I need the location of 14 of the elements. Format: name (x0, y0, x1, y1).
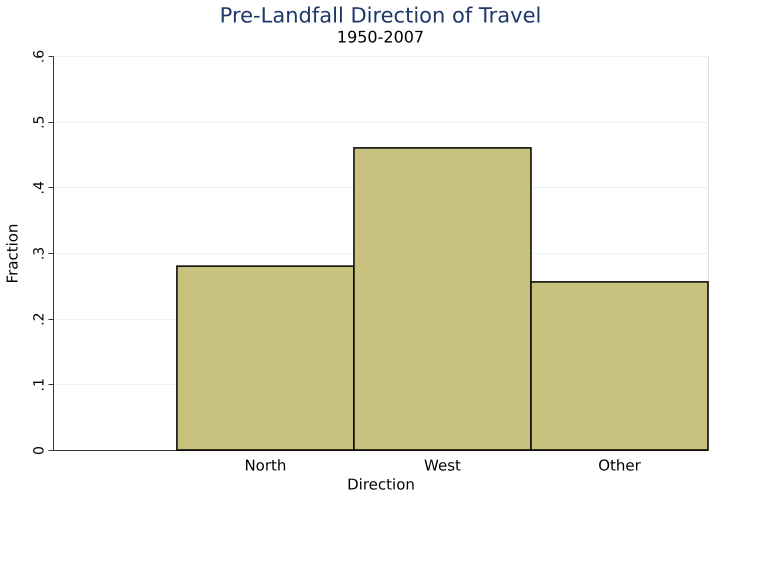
x-tick-label: West (424, 456, 462, 474)
chart-subtitle: 1950-2007 (336, 27, 424, 46)
y-tick-label: .6 (32, 50, 48, 64)
y-tick-label: .4 (32, 181, 48, 195)
y-tick-label: .1 (32, 378, 48, 392)
chart-title: Pre-Landfall Direction of Travel (220, 3, 542, 28)
y-tick-label: .2 (32, 312, 48, 326)
x-tick-label: North (244, 456, 286, 474)
x-tick-label: Other (598, 456, 642, 474)
y-tick-label: 0 (32, 446, 48, 455)
x-axis-title: Direction (347, 476, 415, 494)
y-tick-label: .3 (32, 246, 48, 260)
y-tick-label: .5 (32, 115, 48, 129)
y-axis-title: Fraction (4, 224, 22, 284)
